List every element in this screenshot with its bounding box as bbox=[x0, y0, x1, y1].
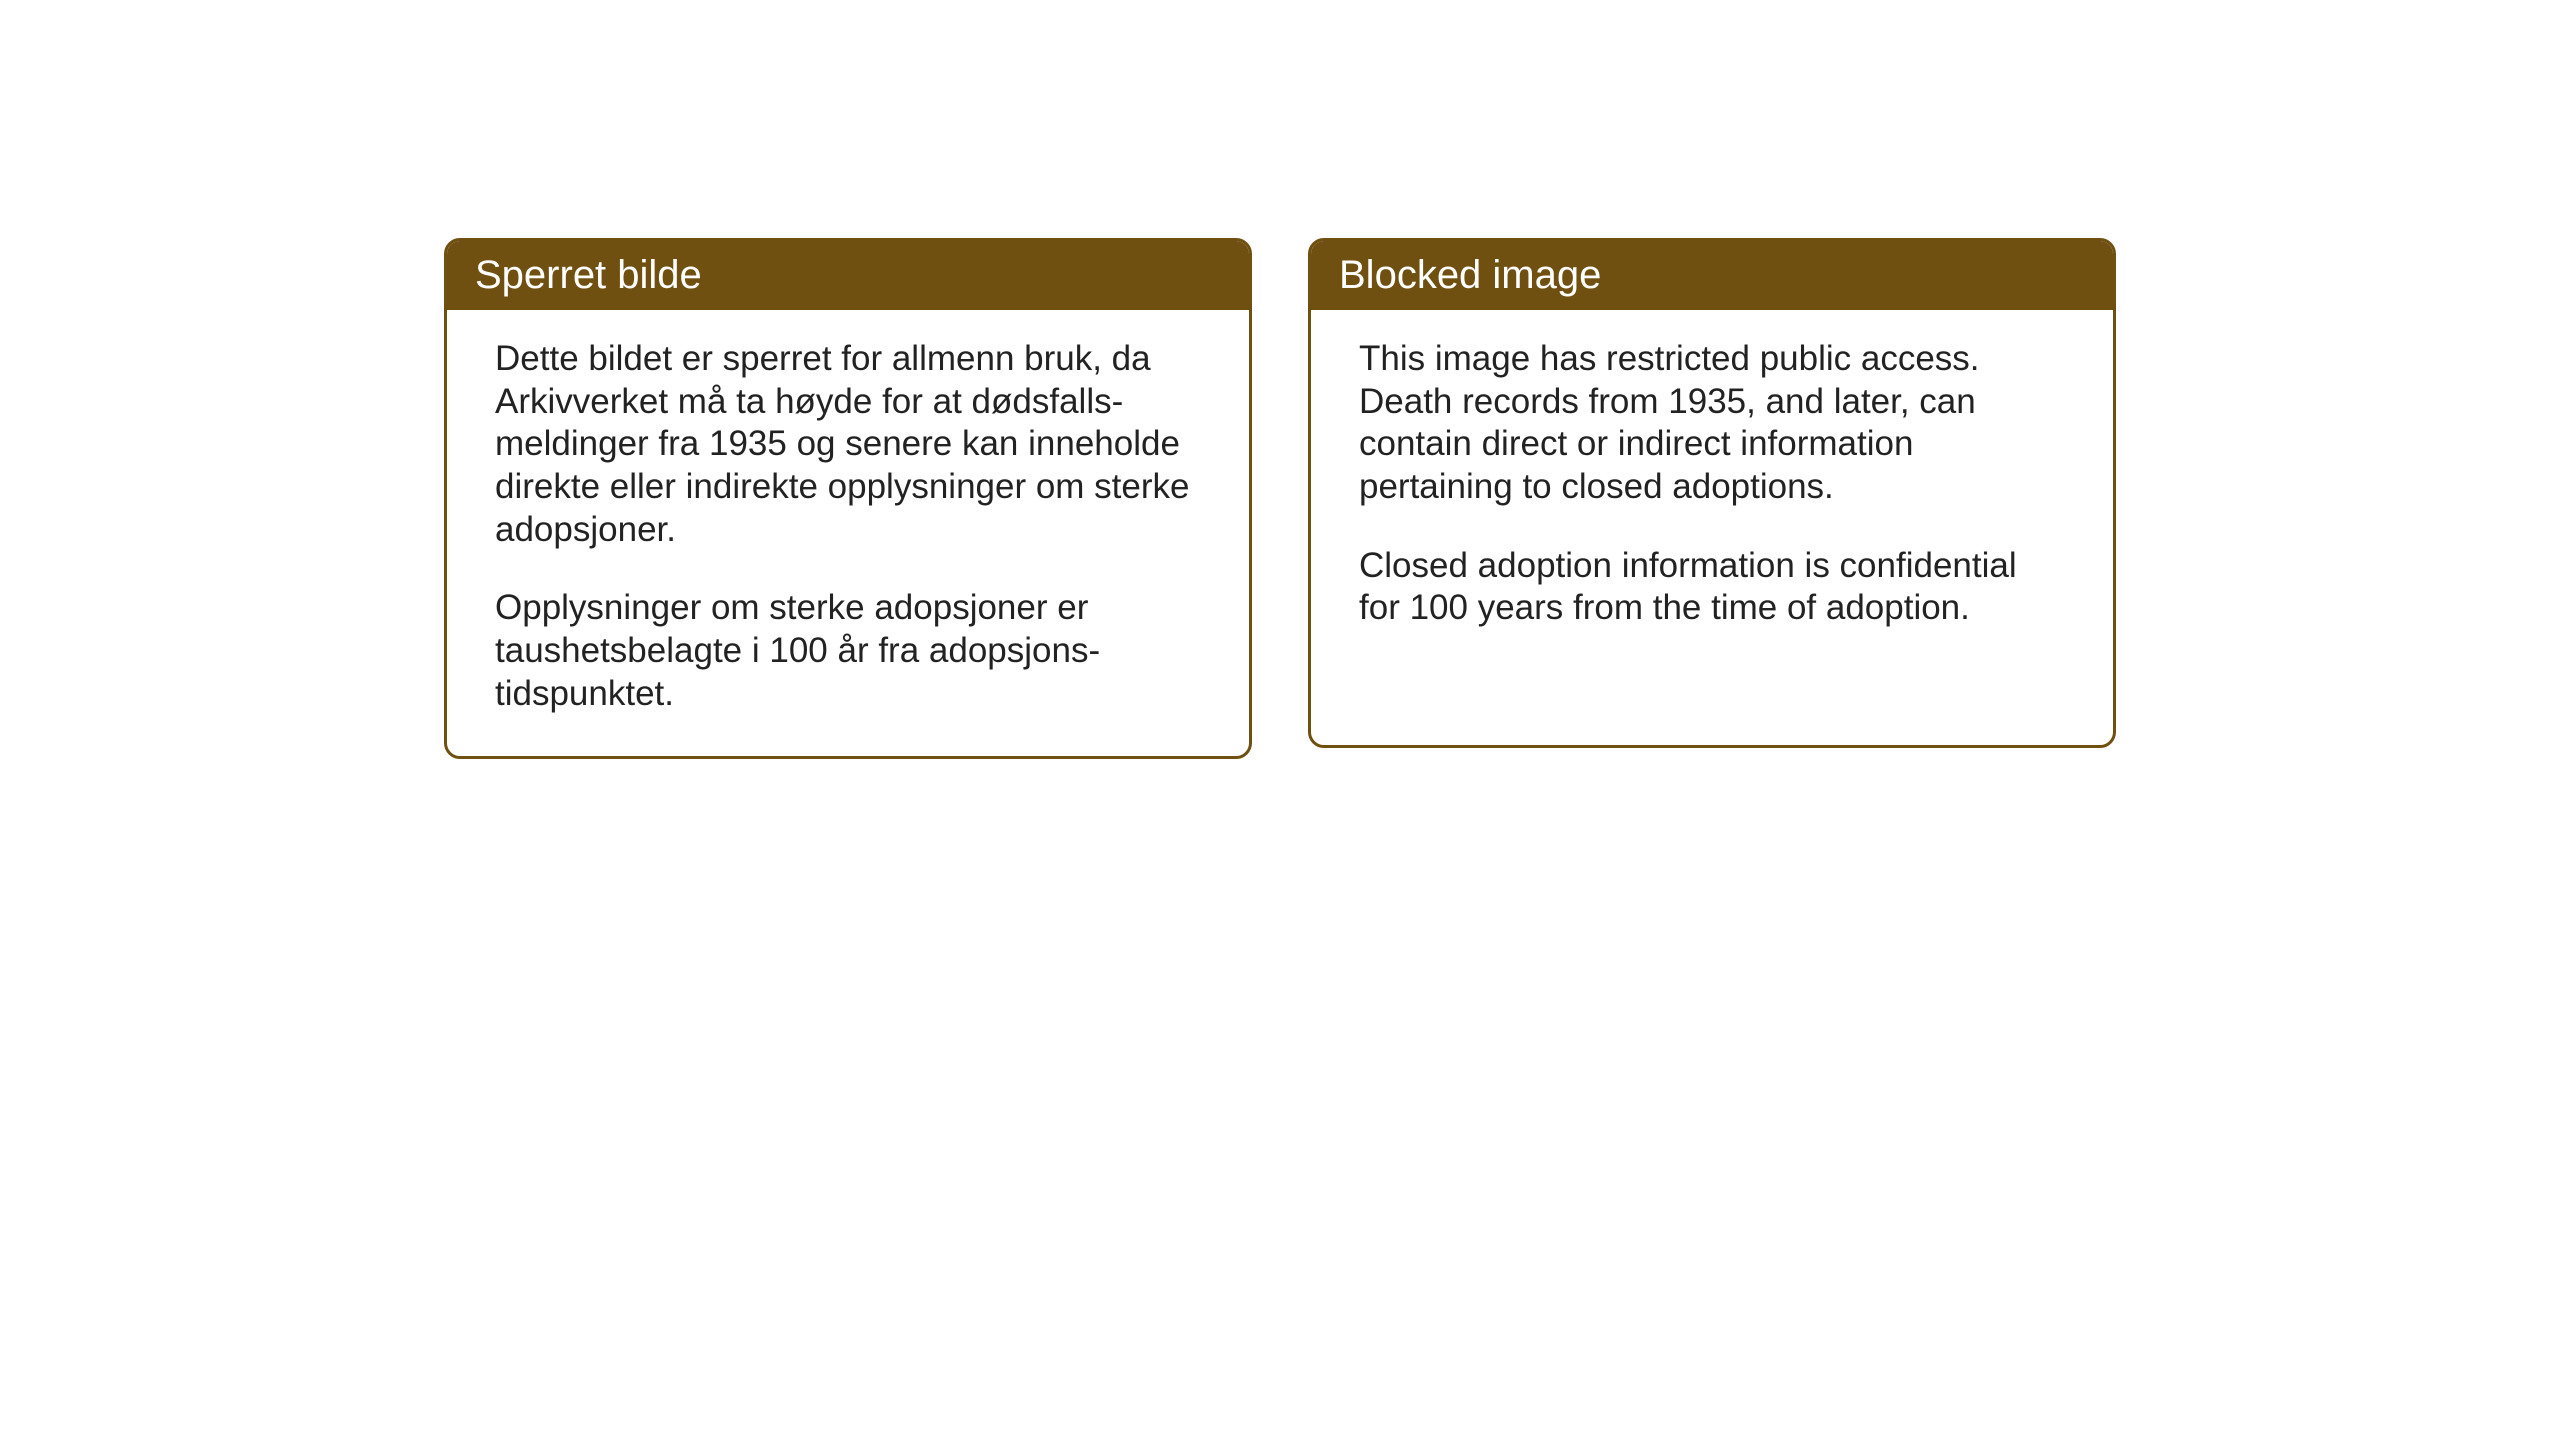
card-header-english: Blocked image bbox=[1311, 241, 2113, 310]
card-body-norwegian: Dette bildet er sperret for allmenn bruk… bbox=[447, 310, 1249, 756]
card-paragraph: Opplysninger om sterke adopsjoner er tau… bbox=[495, 587, 1201, 715]
notice-card-english: Blocked image This image has restricted … bbox=[1308, 238, 2116, 748]
notice-card-norwegian: Sperret bilde Dette bildet er sperret fo… bbox=[444, 238, 1252, 759]
card-title-english: Blocked image bbox=[1339, 253, 1601, 297]
card-title-norwegian: Sperret bilde bbox=[475, 253, 702, 297]
card-header-norwegian: Sperret bilde bbox=[447, 241, 1249, 310]
card-paragraph: This image has restricted public access.… bbox=[1359, 338, 2065, 509]
card-body-english: This image has restricted public access.… bbox=[1311, 310, 2113, 670]
card-paragraph: Closed adoption information is confident… bbox=[1359, 545, 2065, 630]
card-paragraph: Dette bildet er sperret for allmenn bruk… bbox=[495, 338, 1201, 551]
notice-container: Sperret bilde Dette bildet er sperret fo… bbox=[444, 238, 2116, 759]
